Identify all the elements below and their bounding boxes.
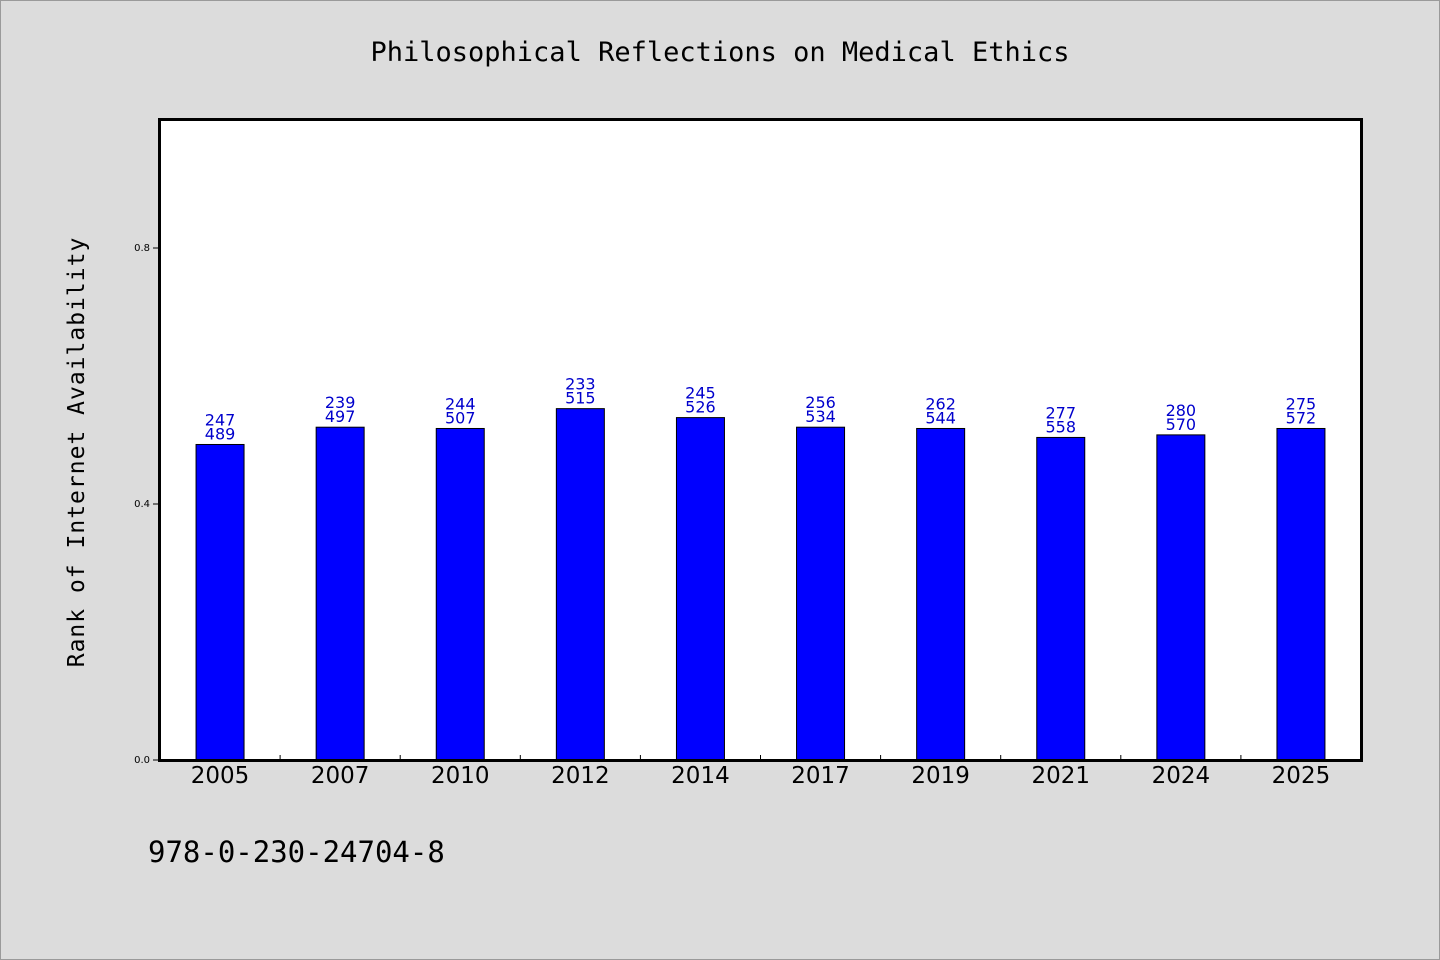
isbn-text: 978-0-230-24704-8 bbox=[148, 835, 445, 869]
data-label-top: 256 bbox=[805, 393, 836, 412]
plot-border bbox=[158, 118, 1363, 762]
data-label-top: 247 bbox=[205, 410, 236, 429]
data-label-top: 280 bbox=[1166, 401, 1197, 420]
x-tick-label: 2024 bbox=[1152, 763, 1211, 789]
bar bbox=[1276, 427, 1326, 761]
x-tick-label: 2019 bbox=[911, 763, 970, 789]
bar bbox=[1156, 434, 1206, 761]
bar bbox=[1036, 436, 1086, 761]
y-tick-label: 0.0 bbox=[134, 755, 150, 766]
x-tick-label: 2025 bbox=[1272, 763, 1331, 789]
data-label-bottom: 515 bbox=[565, 389, 596, 408]
data-label-bottom: 526 bbox=[685, 398, 716, 417]
data-label-top: 239 bbox=[325, 393, 356, 412]
x-tick-label: 2010 bbox=[431, 763, 490, 789]
data-label-bottom: 507 bbox=[445, 408, 476, 427]
data-label-top: 262 bbox=[925, 394, 956, 413]
x-tick-label: 2012 bbox=[551, 763, 610, 789]
bar bbox=[435, 427, 485, 761]
bar bbox=[916, 427, 966, 761]
data-label-top: 277 bbox=[1045, 403, 1076, 422]
y-axis-label: Rank of Internet Availability bbox=[64, 237, 90, 668]
data-label-bottom: 558 bbox=[1045, 417, 1076, 436]
x-tick-label: 2014 bbox=[671, 763, 730, 789]
bar bbox=[675, 417, 725, 761]
chart-title: Philosophical Reflections on Medical Eth… bbox=[371, 37, 1070, 68]
data-label-top: 244 bbox=[445, 394, 476, 413]
x-tick-label: 2021 bbox=[1031, 763, 1090, 789]
data-label-bottom: 489 bbox=[205, 424, 236, 443]
bar-series bbox=[195, 408, 1326, 761]
data-label-bottom: 544 bbox=[925, 408, 956, 427]
x-tick-label: 2005 bbox=[191, 763, 250, 789]
data-label-bottom: 572 bbox=[1286, 408, 1317, 427]
x-axis: 2005 2007 2010 2012 2014 2017 2019 2021 2024 2025 bbox=[191, 755, 1330, 789]
data-label-bottom: 534 bbox=[805, 407, 836, 426]
data-label-top: 275 bbox=[1286, 394, 1317, 413]
bar bbox=[796, 426, 846, 761]
data-label-top: 245 bbox=[685, 384, 716, 403]
data-label-bottom: 497 bbox=[325, 407, 356, 426]
y-axis: 0.0 0.4 0.8 bbox=[134, 243, 160, 766]
bar bbox=[555, 408, 605, 761]
bar bbox=[195, 443, 245, 761]
data-label-top: 233 bbox=[565, 375, 596, 394]
y-tick-label: 0.4 bbox=[134, 499, 150, 510]
y-tick-label: 0.8 bbox=[134, 243, 150, 254]
bar bbox=[315, 426, 365, 761]
x-tick-label: 2007 bbox=[311, 763, 370, 789]
data-label-bottom: 570 bbox=[1166, 415, 1197, 434]
x-tick-label: 2017 bbox=[791, 763, 850, 789]
